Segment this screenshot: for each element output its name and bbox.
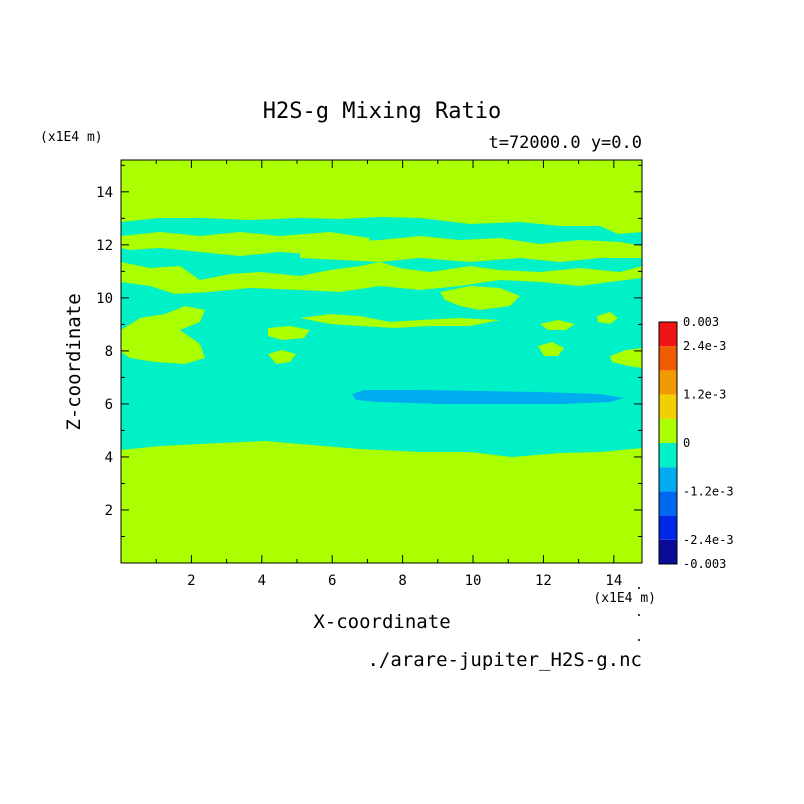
x-tick-label: 12	[535, 573, 552, 589]
chart-title: H2S-g Mixing Ratio	[263, 99, 501, 124]
positive-pocket-10	[440, 286, 520, 310]
colorbar-tick-label: -1.2e-3	[683, 484, 734, 498]
y-tick-label: 8	[105, 344, 113, 360]
colorbar-segment	[659, 370, 677, 395]
colorbar-labels: 0.003 2.4e-3 1.2e-3 0 -1.2e-3 -2.4e-3 -0.003	[683, 315, 734, 571]
source-file-label: ./arare-jupiter_H2S-g.nc	[367, 649, 642, 671]
positive-pocket-8-mid	[268, 326, 310, 340]
positive-pocket-band-12	[121, 262, 642, 294]
positive-pocket-8-edge	[610, 348, 642, 368]
colorbar-segment	[659, 418, 677, 443]
y-axis-label: Z-coordinate	[63, 293, 85, 430]
plot-frame	[120, 159, 643, 564]
y-tick-label: 14	[96, 185, 113, 201]
colorbar-segment	[659, 515, 677, 540]
positive-pocket-9-far-right	[540, 320, 575, 330]
y-axis-ticks: 2 4 6 8 10 12 14	[96, 164, 642, 537]
x-tick-label: 14	[605, 573, 622, 589]
chart-subtitle: t=72000.0 y=0.0	[488, 133, 642, 153]
x-tick-label: 8	[398, 573, 406, 589]
colorbar-tick-label: 1.2e-3	[683, 388, 726, 402]
y-tick-label: 2	[105, 503, 113, 519]
colorbar-frame	[658, 321, 678, 565]
positive-pocket-upper-mid	[300, 236, 642, 262]
x-unit-label: (x1E4 m)	[593, 591, 656, 606]
axis-end-marks	[638, 587, 640, 641]
colorbar-segment	[659, 394, 677, 419]
x-axis-ticks: 2 4 6 8 10 12 14	[155, 160, 622, 589]
x-tick-label: 4	[258, 573, 266, 589]
colorbar-tick-label: 0	[683, 436, 690, 450]
y-unit-label: (x1E4 m)	[40, 130, 103, 145]
x-tick-label: 2	[187, 573, 195, 589]
colorbar-segment	[659, 539, 677, 564]
colorbar-segment	[659, 467, 677, 492]
y-tick-label: 4	[105, 450, 113, 466]
y-tick-label: 6	[105, 397, 113, 413]
negative-lens-6	[352, 390, 624, 404]
positive-pocket-9-left	[121, 306, 205, 364]
positive-pocket-8-right	[538, 342, 564, 356]
colorbar-segment	[659, 322, 677, 347]
colorbar-tick-label: 0.003	[683, 315, 719, 329]
positive-pocket-9-edge	[597, 312, 618, 324]
positive-pocket-9-right	[300, 314, 500, 328]
colorbar-tick-label: -0.003	[683, 557, 726, 571]
x-tick-label: 6	[328, 573, 336, 589]
colorbar-segment	[659, 443, 677, 468]
x-tick-label: 10	[465, 573, 482, 589]
positive-pocket-8-small	[268, 350, 296, 364]
colorbar-segment	[659, 491, 677, 516]
y-tick-label: 12	[96, 238, 113, 254]
colorbar-tick-label: -2.4e-3	[683, 533, 734, 547]
x-axis-label: X-coordinate	[313, 611, 450, 633]
colorbar-tick-label: 2.4e-3	[683, 339, 726, 353]
colorbar-segment	[659, 346, 677, 371]
plot-area	[121, 160, 642, 563]
colorbar	[658, 321, 678, 565]
y-tick-label: 10	[96, 291, 113, 307]
